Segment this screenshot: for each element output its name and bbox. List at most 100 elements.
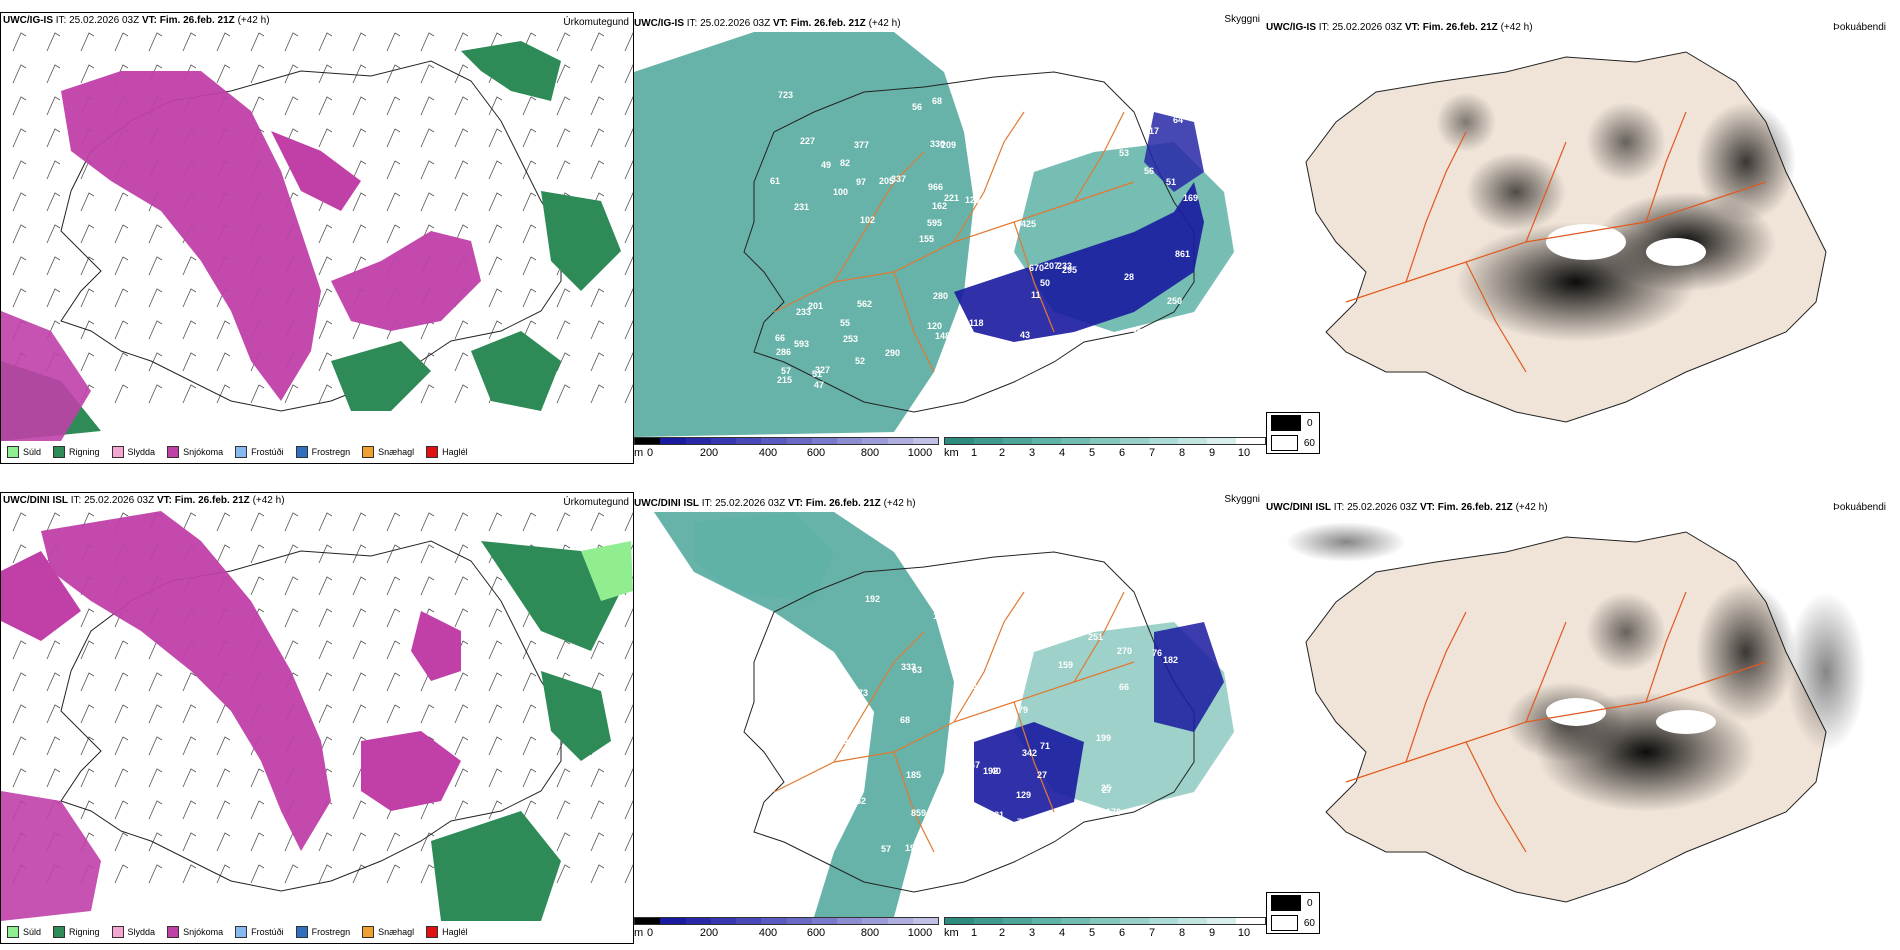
ceiling-panel-row1: UWC/IG-IS IT: 25.02.2026 03Z VT: Fim. 26… (634, 12, 1266, 464)
colorbar-segment (710, 918, 736, 924)
colorbar-segment (1206, 918, 1236, 924)
road-network (773, 111, 1135, 373)
wind-barb (114, 864, 129, 884)
wind-barb (318, 128, 333, 148)
colorbar-segment (1206, 438, 1236, 444)
wind-barb (522, 704, 537, 724)
wind-barb (80, 704, 95, 724)
wind-barb (12, 128, 27, 148)
ceiling-value: 103 (950, 85, 965, 95)
wind-barb (12, 96, 27, 116)
legend-swatch (7, 926, 19, 938)
colorbar-segment (1119, 918, 1149, 924)
snow-band-west (41, 511, 331, 851)
wind-barb (522, 192, 537, 212)
wind-barb (148, 672, 163, 692)
wind-barb (454, 32, 469, 52)
wind-barb (216, 32, 231, 52)
wind-barb (488, 768, 503, 788)
model-name: UWC/IG-IS (1266, 22, 1316, 33)
ceiling-value: 148 (935, 331, 950, 341)
ceiling-value: 231 (794, 202, 809, 212)
precip-map (1, 511, 633, 921)
ceiling-value: 44 (959, 663, 969, 673)
wind-barb (624, 288, 633, 308)
ceiling-value: 136 (979, 637, 994, 647)
wind-barb (454, 160, 469, 180)
ceiling-value: 192 (865, 594, 880, 604)
visibility-unit: km (944, 927, 959, 939)
fog-swatch (1271, 895, 1301, 911)
fog-map (1305, 51, 1827, 423)
ceiling-value: 104 (803, 742, 818, 752)
legend-item: Súld (7, 446, 41, 458)
wind-barb (522, 288, 537, 308)
wind-barb (318, 384, 333, 404)
legend-item: Snæhagl (362, 926, 414, 938)
wind-barb (148, 864, 163, 884)
glacier-white (1546, 698, 1606, 726)
wind-barb (216, 736, 231, 756)
lead-time: (+42 h) (883, 498, 916, 509)
wind-barb (284, 384, 299, 404)
lead-time: (+42 h) (237, 15, 270, 26)
ceiling-value: 97 (856, 177, 866, 187)
wind-barb (386, 192, 401, 212)
vt-value: Fim. 26.feb. 21Z (174, 495, 250, 506)
colorbar-segment (887, 438, 913, 444)
wind-barb (284, 32, 299, 52)
wind-barb (318, 32, 333, 52)
ceiling-value: 69 (838, 736, 848, 746)
snow-sw-corner (1, 791, 101, 921)
it-label: IT: (55, 15, 67, 26)
fog-legend-item: 60 (1267, 913, 1319, 933)
colorbar-segment (1003, 918, 1033, 924)
panel-header: UWC/DINI ISL IT: 25.02.2026 03Z VT: Fim.… (634, 498, 916, 509)
ceiling-value: 53 (1119, 148, 1129, 158)
ceiling-value: 41 (1005, 95, 1015, 105)
ceiling-panel-row2: UWC/DINI ISL IT: 25.02.2026 03Z VT: Fim.… (634, 492, 1266, 944)
ceiling-value: 670 (1029, 263, 1044, 273)
legend-item: Haglél (426, 446, 468, 458)
ceiling-value: 593 (794, 339, 809, 349)
ceiling-value: 259 (768, 703, 783, 713)
wind-barb (386, 576, 401, 596)
wind-barb (182, 736, 197, 756)
ceiling-value: 283 (1016, 577, 1031, 587)
wind-barb (318, 864, 333, 884)
wind-barb (590, 384, 605, 404)
wind-barb (420, 384, 435, 404)
wind-barb (420, 544, 435, 564)
vt-value: Fim. 26.feb. 21Z (805, 498, 881, 509)
ceiling-value: 169 (1183, 193, 1198, 203)
wind-barb (590, 640, 605, 660)
ceiling-value: 209 (941, 140, 956, 150)
ceiling-value: 43 (1020, 330, 1030, 340)
wind-barb (522, 640, 537, 660)
vt-value: Fim. 26.feb. 21Z (159, 15, 235, 26)
lead-time: (+42 h) (1515, 502, 1548, 513)
visibility-colorbar-strip (944, 917, 1266, 925)
visibility-tick: 10 (1237, 927, 1251, 939)
wind-barb (454, 672, 469, 692)
it-value: 25.02.2026 03Z (84, 495, 155, 506)
wind-barb (182, 352, 197, 372)
colorbar-segment (1061, 918, 1091, 924)
legend-swatch (167, 926, 180, 938)
wind-barb (182, 32, 197, 52)
legend-swatch (7, 446, 19, 458)
ceiling-value: 118 (969, 318, 984, 328)
visibility-tick: 6 (1118, 447, 1126, 459)
visibility-colorbar-strip (944, 437, 1266, 445)
wind-barb (46, 768, 61, 788)
wind-barb (488, 608, 503, 628)
legend-swatch (295, 926, 308, 938)
wind-barb (556, 320, 571, 340)
legend-item: Slydda (111, 446, 155, 458)
wind-barb (556, 96, 571, 116)
colorbar-segment (786, 438, 812, 444)
ceiling-value: 173 (853, 688, 868, 698)
wind-barb (80, 320, 95, 340)
wind-barb (80, 608, 95, 628)
ceiling-value: 47 (970, 760, 980, 770)
